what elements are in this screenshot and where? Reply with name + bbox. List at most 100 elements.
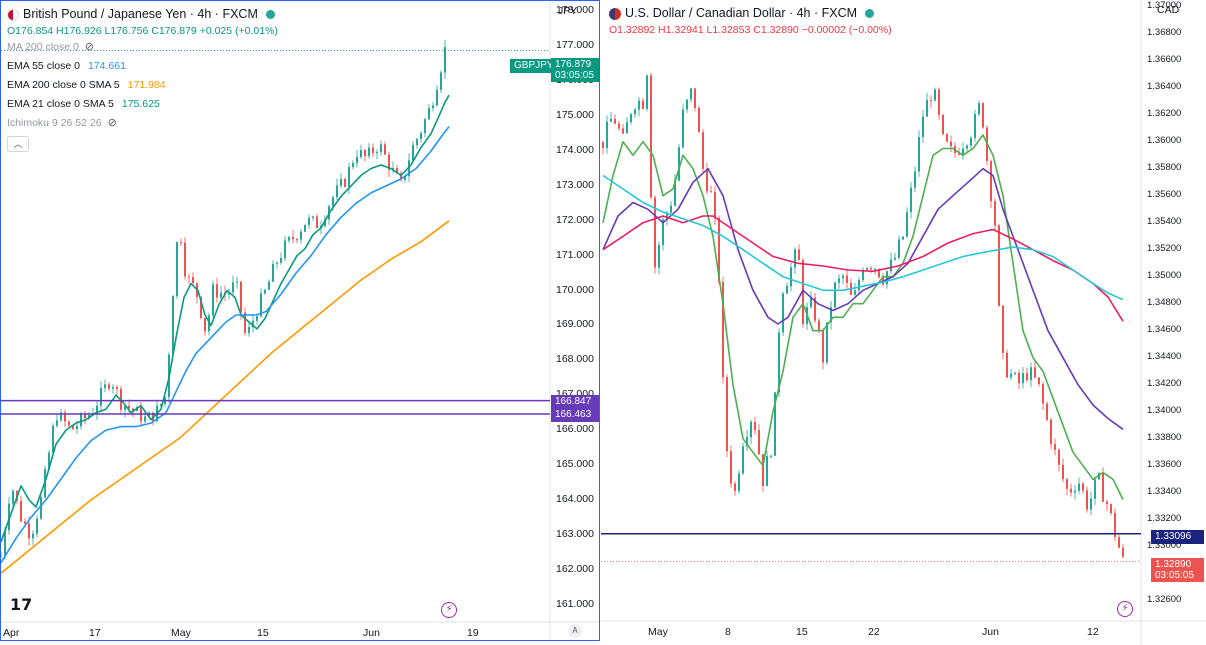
candle-body bbox=[1110, 504, 1112, 514]
price-tick: 1.35400 bbox=[1147, 215, 1182, 227]
candle-body bbox=[1038, 377, 1040, 385]
candle-body bbox=[380, 144, 382, 153]
indicator-row[interactable]: EMA 21 close 0 SMA 5 175.625 bbox=[7, 95, 278, 114]
time-tick: May bbox=[648, 626, 668, 638]
price-tick: 161.000 bbox=[556, 597, 594, 610]
series-line-cyan bbox=[602, 174, 1124, 301]
candle-body bbox=[922, 116, 924, 138]
candle-body bbox=[898, 239, 900, 258]
hline-lower-label: 166.463 bbox=[551, 408, 599, 422]
candle-body bbox=[1002, 305, 1004, 353]
candle-body bbox=[662, 219, 664, 246]
hidden-eye-icon[interactable]: ⊘ bbox=[84, 41, 95, 53]
gbpjpy-plot[interactable] bbox=[1, 1, 600, 641]
currency-label: JPY bbox=[558, 5, 578, 17]
gbpjpy-chart-pane[interactable]: British Pound / Japanese Yen · 4h · FXCM… bbox=[0, 0, 600, 641]
usdcad-legend: U.S. Dollar / Canadian Dollar · 4h · FXC… bbox=[609, 4, 892, 37]
auto-scale-button[interactable]: A bbox=[568, 624, 582, 638]
candle-body bbox=[24, 521, 26, 524]
time-tick: Jun bbox=[363, 627, 380, 639]
candle-body bbox=[372, 147, 374, 154]
candle-body bbox=[412, 145, 414, 161]
candle-body bbox=[1086, 490, 1088, 510]
indicator-list: MA 200 close 0 ⊘ EMA 55 close 0 174.661 EMA … bbox=[7, 38, 278, 133]
candle-body bbox=[216, 284, 218, 298]
indicator-row[interactable]: MA 200 close 0 ⊘ bbox=[7, 38, 278, 57]
close-value: C176.879 bbox=[151, 25, 197, 37]
candle-body bbox=[144, 416, 146, 422]
candle-body bbox=[938, 89, 940, 115]
candle-body bbox=[790, 267, 792, 287]
candle-body bbox=[874, 268, 876, 270]
indicator-row[interactable]: Ichimoku 9 26 52 26 ⊘ bbox=[7, 114, 278, 133]
candle-body bbox=[1058, 449, 1060, 465]
hline-label: 1.33096 bbox=[1151, 530, 1204, 544]
candle-body bbox=[786, 286, 788, 294]
symbol-title[interactable]: U.S. Dollar / Canadian Dollar · 4h · FXC… bbox=[609, 4, 892, 23]
price-tick: 1.36200 bbox=[1147, 107, 1182, 119]
candle-body bbox=[400, 173, 402, 180]
candle-body bbox=[834, 282, 836, 308]
candle-body bbox=[68, 421, 70, 426]
open-value: O1.32892 bbox=[609, 24, 656, 36]
candle-body bbox=[690, 88, 692, 100]
candle-body bbox=[754, 421, 756, 431]
candles bbox=[1, 40, 446, 560]
price-tick: 162.000 bbox=[556, 562, 594, 575]
candle-body bbox=[88, 415, 90, 418]
candle-body bbox=[1114, 513, 1116, 538]
price-tick: 1.34600 bbox=[1147, 323, 1182, 335]
open-value: O176.854 bbox=[7, 25, 54, 37]
candle-body bbox=[424, 119, 426, 134]
candle-body bbox=[368, 147, 370, 156]
lightning-icon[interactable]: ⚡ bbox=[1117, 601, 1133, 617]
candle-body bbox=[1078, 483, 1080, 491]
candle-body bbox=[666, 212, 668, 220]
candle-body bbox=[762, 454, 764, 487]
candle-body bbox=[926, 100, 928, 117]
ohlc-values: O1.32892 H1.32941 L1.32853 C1.32890 −0.0… bbox=[609, 23, 892, 37]
tradingview-logo-icon[interactable]: 17 bbox=[10, 595, 33, 614]
collapse-legend-button[interactable]: ︿ bbox=[7, 136, 29, 152]
candle-body bbox=[994, 201, 996, 226]
candle-body bbox=[428, 108, 430, 120]
candle-body bbox=[1118, 537, 1120, 548]
candle-body bbox=[188, 276, 190, 278]
price-tick: 1.35000 bbox=[1147, 269, 1182, 281]
candle-body bbox=[72, 425, 74, 430]
indicator-row[interactable]: EMA 200 close 0 SMA 5 171.984 bbox=[7, 76, 278, 95]
candle-body bbox=[738, 473, 740, 492]
time-tick: 17 bbox=[89, 627, 101, 639]
price-tick: 1.35800 bbox=[1147, 161, 1182, 173]
candle-body bbox=[722, 281, 724, 378]
hidden-eye-icon[interactable]: ⊘ bbox=[107, 117, 117, 129]
price-tick: 1.36400 bbox=[1147, 80, 1182, 92]
price-tick: 163.000 bbox=[556, 527, 594, 540]
usdcad-plot[interactable] bbox=[601, 0, 1206, 645]
candle-body bbox=[746, 437, 748, 447]
price-tick: 173.000 bbox=[556, 178, 594, 191]
candle-body bbox=[96, 405, 98, 414]
candle-body bbox=[958, 153, 960, 155]
candle-body bbox=[1054, 444, 1056, 450]
price-tick: 172.000 bbox=[556, 213, 594, 226]
candle-body bbox=[176, 242, 178, 297]
candle-body bbox=[1026, 373, 1028, 381]
indicator-row[interactable]: EMA 55 close 0 174.661 bbox=[7, 57, 278, 76]
candle-body bbox=[622, 128, 624, 134]
candle-body bbox=[650, 75, 652, 198]
candle-body bbox=[930, 100, 932, 102]
price-tick: 1.33800 bbox=[1147, 431, 1182, 443]
hline-upper-label: 166.847 bbox=[551, 395, 599, 409]
symbol-title[interactable]: British Pound / Japanese Yen · 4h · FXCM bbox=[7, 5, 278, 24]
candle-body bbox=[1090, 498, 1092, 510]
usdcad-chart-pane[interactable]: U.S. Dollar / Canadian Dollar · 4h · FXC… bbox=[601, 0, 1206, 645]
candle-body bbox=[606, 121, 608, 148]
candle-body bbox=[104, 384, 106, 388]
candle-body bbox=[296, 239, 298, 241]
candle-body bbox=[76, 426, 78, 430]
candle-body bbox=[794, 249, 796, 268]
lightning-icon[interactable]: ⚡ bbox=[441, 602, 457, 618]
time-tick: 12 bbox=[1087, 626, 1099, 638]
candle-body bbox=[108, 384, 110, 389]
